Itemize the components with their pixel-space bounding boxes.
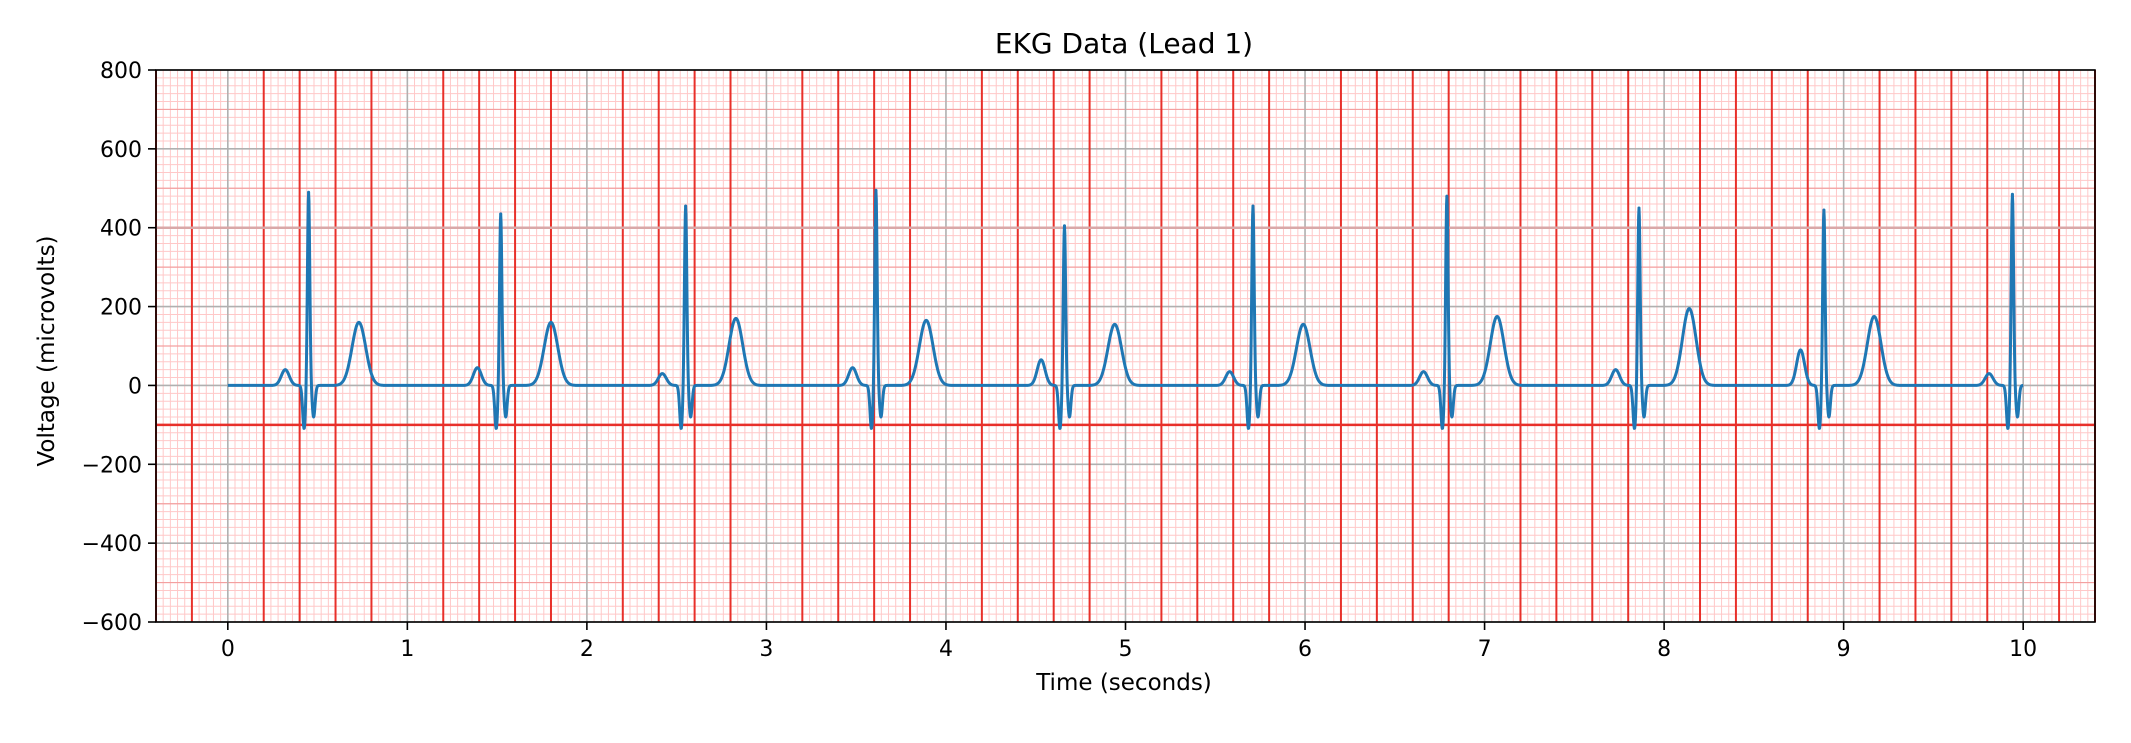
chart-title: EKG Data (Lead 1) bbox=[995, 27, 1253, 60]
y-tick-label: 400 bbox=[100, 217, 142, 242]
x-axis-label: Time (seconds) bbox=[1035, 670, 1212, 696]
trace-layer bbox=[226, 188, 2025, 430]
r-peak-point bbox=[2010, 192, 2014, 196]
r-peak-point bbox=[1822, 208, 1826, 212]
y-tick-label: −600 bbox=[82, 611, 142, 636]
r-peak-point bbox=[684, 204, 688, 208]
ekg-trace-line bbox=[226, 189, 2025, 430]
x-tick-label: 4 bbox=[939, 637, 953, 662]
y-tick-label: 800 bbox=[100, 59, 142, 84]
x-tick-label: 8 bbox=[1657, 637, 1671, 662]
x-tick-label: 6 bbox=[1298, 637, 1312, 662]
x-tick-label: 5 bbox=[1119, 637, 1133, 662]
grid-layer bbox=[155, 69, 2096, 623]
ticks-layer: 0 1 2 3 4 5 6 7 8 9 10 −600 −400 −200 0 200 400 600 800 bbox=[82, 59, 2038, 662]
r-peak-point bbox=[499, 212, 503, 216]
y-tick-label: 0 bbox=[128, 374, 142, 399]
y-tick-label: −200 bbox=[82, 453, 142, 478]
x-tick-label: 0 bbox=[221, 637, 235, 662]
x-tick-label: 9 bbox=[1837, 637, 1851, 662]
y-tick-label: 200 bbox=[100, 296, 142, 321]
y-tick-label: 600 bbox=[100, 138, 142, 163]
x-tick-label: 10 bbox=[2009, 637, 2037, 662]
r-peak-point bbox=[1637, 206, 1641, 210]
r-peak-point bbox=[307, 190, 311, 194]
r-peak-point bbox=[1445, 194, 1449, 198]
y-tick-label: −400 bbox=[82, 532, 142, 557]
x-tick-label: 2 bbox=[580, 637, 594, 662]
x-tick-label: 3 bbox=[759, 637, 773, 662]
r-peak-point bbox=[874, 188, 878, 192]
x-tick-label: 7 bbox=[1478, 637, 1492, 662]
r-peak-point bbox=[1251, 204, 1255, 208]
y-axis-label: Voltage (microvolts) bbox=[34, 235, 60, 466]
r-peak-point bbox=[1062, 224, 1066, 228]
x-tick-label: 1 bbox=[400, 637, 414, 662]
